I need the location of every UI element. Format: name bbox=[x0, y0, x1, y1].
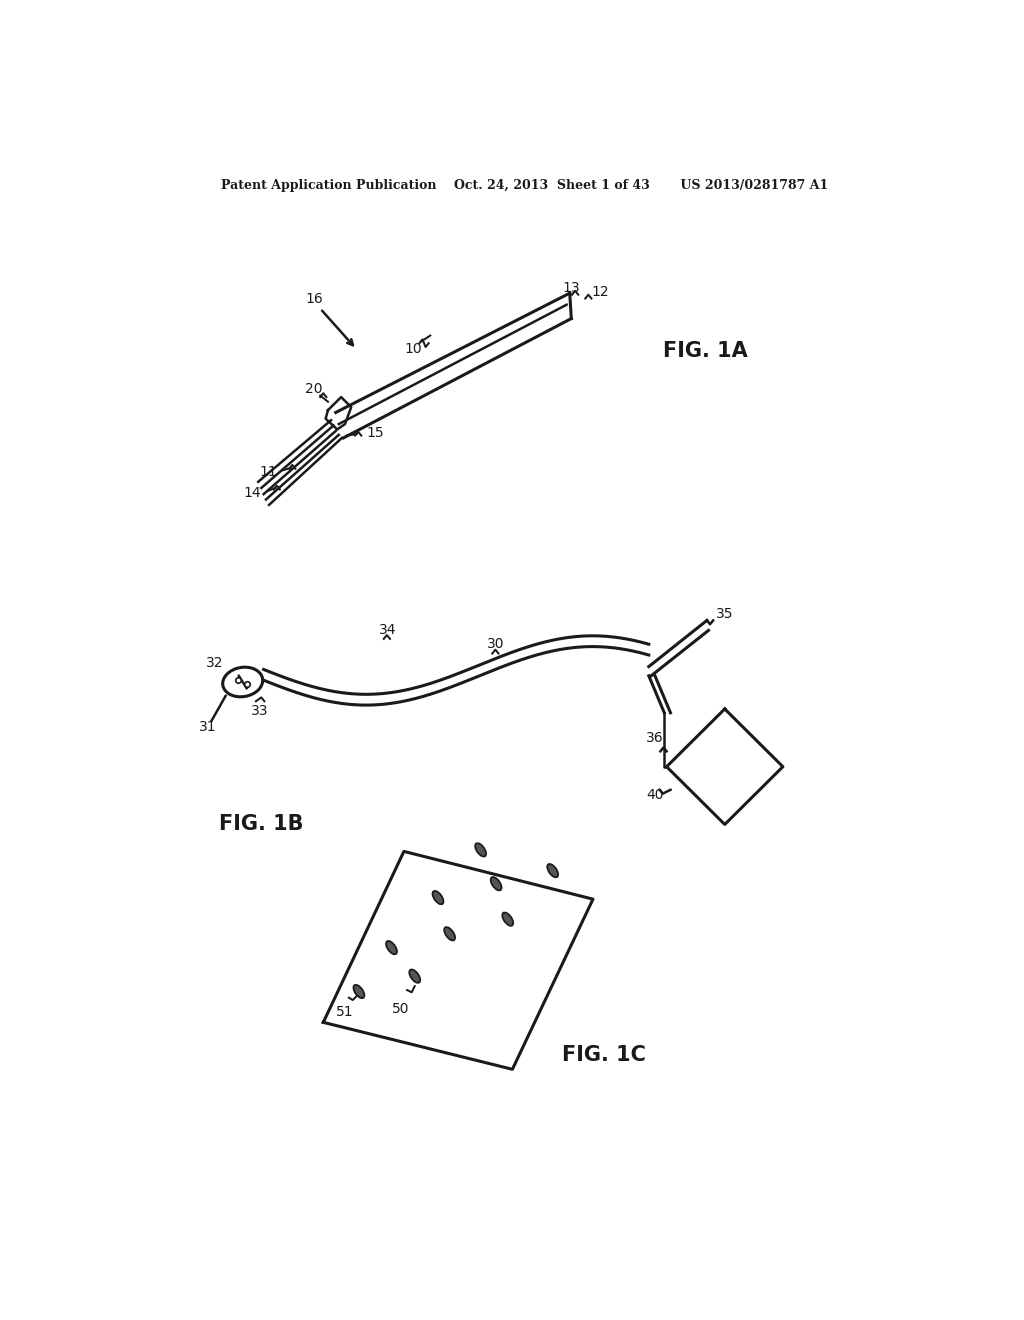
Text: FIG. 1C: FIG. 1C bbox=[562, 1045, 646, 1065]
Text: 35: 35 bbox=[716, 607, 733, 622]
Text: 36: 36 bbox=[646, 731, 664, 744]
Text: 16: 16 bbox=[305, 292, 323, 306]
Ellipse shape bbox=[410, 969, 420, 983]
Text: 40: 40 bbox=[646, 788, 664, 803]
Text: 15: 15 bbox=[367, 426, 384, 441]
Text: 50: 50 bbox=[392, 1002, 410, 1016]
Ellipse shape bbox=[432, 891, 443, 904]
Ellipse shape bbox=[386, 941, 397, 954]
Text: 33: 33 bbox=[251, 705, 268, 718]
Text: 30: 30 bbox=[487, 636, 505, 651]
Text: 51: 51 bbox=[336, 1005, 354, 1019]
Ellipse shape bbox=[490, 876, 502, 891]
Text: 32: 32 bbox=[206, 656, 223, 669]
Ellipse shape bbox=[444, 927, 455, 940]
Ellipse shape bbox=[475, 843, 486, 857]
Text: FIG. 1B: FIG. 1B bbox=[219, 814, 304, 834]
Text: Patent Application Publication    Oct. 24, 2013  Sheet 1 of 43       US 2013/028: Patent Application Publication Oct. 24, … bbox=[221, 178, 828, 191]
Ellipse shape bbox=[547, 865, 558, 878]
Text: 14: 14 bbox=[244, 486, 261, 500]
Text: 31: 31 bbox=[199, 719, 217, 734]
Text: 12: 12 bbox=[592, 285, 609, 298]
Text: 13: 13 bbox=[562, 281, 581, 294]
Text: 11: 11 bbox=[259, 465, 276, 479]
Text: 34: 34 bbox=[379, 623, 396, 636]
Ellipse shape bbox=[353, 985, 365, 998]
Text: 10: 10 bbox=[404, 342, 422, 356]
Ellipse shape bbox=[503, 912, 513, 925]
Text: 20: 20 bbox=[305, 383, 323, 396]
Text: FIG. 1A: FIG. 1A bbox=[663, 341, 748, 360]
